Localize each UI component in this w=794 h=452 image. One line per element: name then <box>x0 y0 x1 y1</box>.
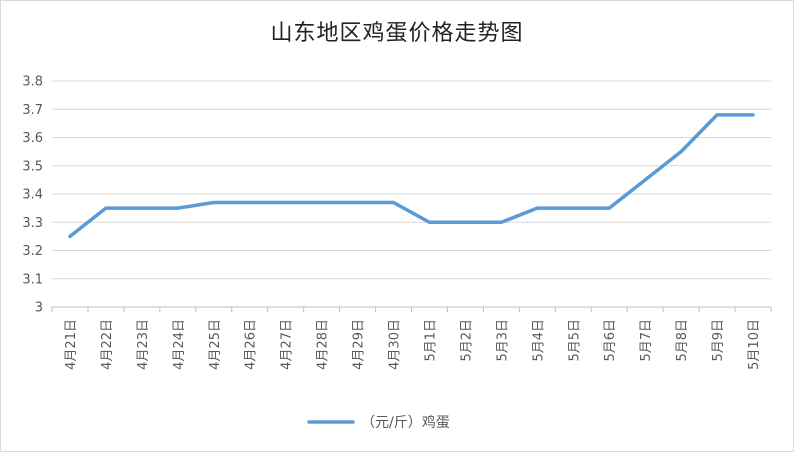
data-point <box>176 206 180 210</box>
data-point <box>320 200 324 205</box>
y-tick-label: 3.7 <box>22 103 43 118</box>
x-tick-label: 4月28日 <box>316 319 331 370</box>
data-point <box>391 200 396 205</box>
grid-lines <box>51 80 772 312</box>
y-tick-label: 3.4 <box>22 188 43 203</box>
series-layer <box>68 113 755 239</box>
series-line <box>68 113 755 239</box>
x-tick-label: 5月4日 <box>531 319 546 362</box>
chart-title: 山东地区鸡蛋价格走势图 <box>270 21 524 46</box>
y-tick-label: 3.8 <box>22 75 43 90</box>
x-tick-label: 4月24日 <box>172 319 187 370</box>
data-point <box>68 234 72 238</box>
x-tick-label: 5月8日 <box>675 319 690 362</box>
x-tick-label: 5月9日 <box>711 319 726 362</box>
y-tick-label: 3.1 <box>22 272 43 287</box>
y-tick-label: 3.3 <box>22 216 43 231</box>
x-tick-label: 4月30日 <box>388 319 403 370</box>
data-point <box>751 113 755 117</box>
x-tick-label: 4月25日 <box>208 319 223 370</box>
x-tick-label: 4月29日 <box>352 319 367 370</box>
x-tick-label: 4月21日 <box>64 319 79 370</box>
data-point <box>607 206 611 210</box>
data-point <box>571 206 575 210</box>
x-tick-label: 5月10日 <box>747 319 762 370</box>
data-point <box>212 200 216 205</box>
data-point <box>355 200 360 205</box>
x-tick-label: 4月26日 <box>244 319 259 370</box>
data-point <box>643 178 647 182</box>
x-tick-label: 5月6日 <box>603 319 618 362</box>
data-point <box>104 206 108 210</box>
x-tick-label: 4月23日 <box>136 319 151 370</box>
x-tick-label: 4月22日 <box>100 319 115 370</box>
data-point <box>284 200 288 205</box>
data-point <box>463 220 468 224</box>
x-axis-ticks: 4月21日 4月22日 4月23日 4月24日 4月25日 4月26日 4月27日 4月28日… <box>64 319 762 370</box>
x-tick-label: 5月7日 <box>639 319 654 362</box>
x-tick-label: 5月5日 <box>567 319 582 362</box>
x-tick-label: 5月3日 <box>495 319 510 362</box>
x-tick-label: 5月2日 <box>459 319 474 362</box>
data-point <box>679 150 683 154</box>
x-tick-label: 5月1日 <box>423 319 438 362</box>
x-tick-label: 4月27日 <box>280 319 295 370</box>
data-point <box>427 220 432 224</box>
data-point <box>140 206 144 210</box>
y-tick-label: 3.6 <box>22 131 43 146</box>
y-axis-ticks: 3 3.1 3.2 3.3 3.4 3.5 3.6 3.7 3.8 <box>22 75 43 316</box>
legend: （元/斤）鸡蛋 <box>307 414 450 431</box>
y-tick-label: 3.2 <box>22 244 43 259</box>
data-point <box>499 220 503 224</box>
y-tick-label: 3 <box>35 301 43 316</box>
data-point <box>248 200 252 205</box>
legend-label: （元/斤）鸡蛋 <box>361 414 450 431</box>
y-tick-label: 3.5 <box>22 159 43 174</box>
data-point <box>715 113 719 117</box>
data-point <box>535 206 539 210</box>
